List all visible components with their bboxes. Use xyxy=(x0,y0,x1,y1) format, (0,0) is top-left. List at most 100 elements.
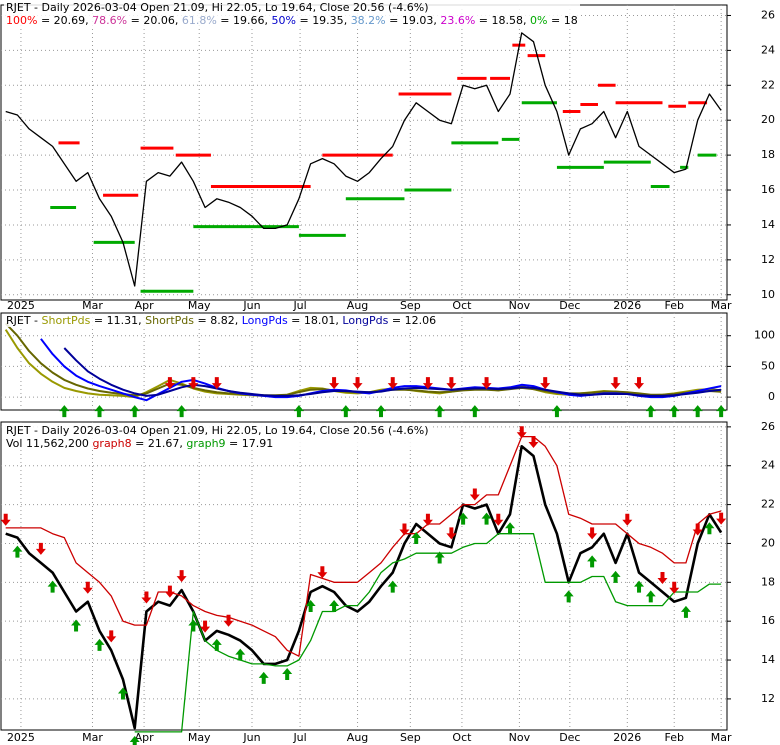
buy-arrow xyxy=(59,405,70,418)
sell-arrow xyxy=(446,527,457,540)
x-tick-label: Feb xyxy=(664,731,683,744)
buy-arrow xyxy=(434,405,445,418)
series-line xyxy=(5,445,723,730)
buy-arrow xyxy=(610,570,621,583)
legend-name: ShortPds xyxy=(145,314,194,327)
x-tick-label: Jul xyxy=(292,299,306,312)
buy-arrow xyxy=(634,580,645,593)
sell-arrow xyxy=(716,512,727,525)
x-tick-label: Mar xyxy=(82,731,103,744)
buy-arrow xyxy=(645,590,656,603)
buy-arrow xyxy=(47,580,58,593)
sell-arrow xyxy=(610,377,621,390)
buy-arrow xyxy=(376,405,387,418)
x-tick-label: Mar xyxy=(711,299,732,312)
sell-arrow xyxy=(352,377,363,390)
sell-arrow xyxy=(35,542,46,555)
buy-arrow xyxy=(587,555,598,568)
sell-arrow xyxy=(317,566,328,579)
sell-arrow xyxy=(528,436,539,449)
price-legend: RJET - Daily 2026-03-04 Open 21.09, Hi 2… xyxy=(4,1,580,27)
separator xyxy=(433,14,440,27)
buy-arrow xyxy=(481,512,492,525)
oscillator-legend: RJET ShortPds 11.31 ShortPds 8.82 LongPds 18.0… xyxy=(4,314,439,327)
y-tick-label: 100 xyxy=(754,329,775,342)
x-tick-label: Apr xyxy=(135,731,155,744)
sell-arrow xyxy=(657,572,668,585)
buy-arrow xyxy=(235,648,246,661)
separator xyxy=(179,437,186,450)
buy-arrow xyxy=(704,522,715,535)
y-tick-label: 14 xyxy=(761,653,775,666)
buy-arrow xyxy=(94,638,105,651)
sell-arrow xyxy=(481,377,492,390)
sell-arrow xyxy=(141,591,152,604)
buy-arrow xyxy=(129,736,140,745)
buy-arrow xyxy=(71,619,82,632)
volume-label: Vol 11,562,200 xyxy=(6,437,89,450)
buy-arrow xyxy=(551,405,562,418)
y-tick-label: 26 xyxy=(761,420,775,433)
buy-arrow xyxy=(387,580,398,593)
equals xyxy=(388,314,404,327)
series-line xyxy=(134,533,722,733)
equals xyxy=(127,14,143,27)
separator xyxy=(175,14,182,27)
x-tick-label: Dec xyxy=(559,731,580,744)
sell-arrow xyxy=(692,523,703,536)
y-tick-label: 20 xyxy=(761,113,775,126)
x-tick-label: 2026 xyxy=(613,731,641,744)
sell-arrow xyxy=(587,527,598,540)
x-tick-label: Jun xyxy=(242,731,260,744)
sell-arrow xyxy=(422,377,433,390)
legend-name: LongPds xyxy=(241,314,288,327)
buy-arrow xyxy=(669,405,680,418)
series-line xyxy=(5,32,722,287)
sell-arrow xyxy=(469,488,480,501)
level-label: 50% xyxy=(271,14,296,27)
oscillator-title: RJET xyxy=(6,314,31,327)
x-tick-label: 2026 xyxy=(613,299,641,312)
panel: 12 14 16 18 20 22 24 26 2025 Mar Apr May Jun Jul Aug Se… xyxy=(0,420,775,745)
y-tick-label: 18 xyxy=(761,575,775,588)
level-label: 100% xyxy=(6,14,38,27)
sell-arrow xyxy=(106,630,117,643)
buy-arrow xyxy=(211,638,222,651)
buy-arrow xyxy=(94,405,105,418)
separator xyxy=(31,314,42,327)
sell-arrow xyxy=(223,614,234,627)
sell-arrow xyxy=(164,585,175,598)
separator xyxy=(138,314,145,327)
x-tick-label: Dec xyxy=(559,299,580,312)
signal-title: RJET - Daily 2026-03-04 Open 21.09, Hi 2… xyxy=(6,424,429,437)
x-tick-label: Aug xyxy=(347,731,368,744)
buy-arrow xyxy=(329,600,340,613)
sell-arrow xyxy=(399,523,410,536)
buy-arrow xyxy=(680,605,691,618)
sell-arrow xyxy=(493,513,504,526)
equals xyxy=(90,314,106,327)
equals xyxy=(132,437,148,450)
fib-legend: 100% 20.69 78.6% 20.06 61.8% 19.66 50% 19.35 38.… xyxy=(6,14,578,27)
sell-arrow xyxy=(164,377,175,390)
sell-arrow xyxy=(540,377,551,390)
equals xyxy=(226,437,242,450)
legend-name: graph8 xyxy=(92,437,132,450)
y-tick-label: 0 xyxy=(768,390,775,403)
legend-name: ShortPds xyxy=(41,314,91,327)
sell-arrow xyxy=(82,581,93,594)
buy-arrow xyxy=(293,405,304,418)
buy-arrow xyxy=(188,619,199,632)
separator xyxy=(235,314,242,327)
x-tick-label: Aug xyxy=(347,299,368,312)
y-tick-label: 50 xyxy=(761,359,775,372)
equals xyxy=(288,314,304,327)
x-tick-label: 2025 xyxy=(7,299,35,312)
sell-arrow xyxy=(211,377,222,390)
separator xyxy=(335,314,342,327)
equals xyxy=(475,14,491,27)
x-tick-label: 2025 xyxy=(7,731,35,744)
buy-arrow xyxy=(411,532,422,545)
x-tick-label: Mar xyxy=(711,731,732,744)
